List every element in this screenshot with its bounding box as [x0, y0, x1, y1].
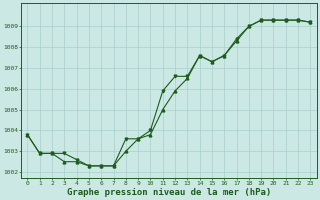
X-axis label: Graphe pression niveau de la mer (hPa): Graphe pression niveau de la mer (hPa) — [67, 188, 271, 197]
